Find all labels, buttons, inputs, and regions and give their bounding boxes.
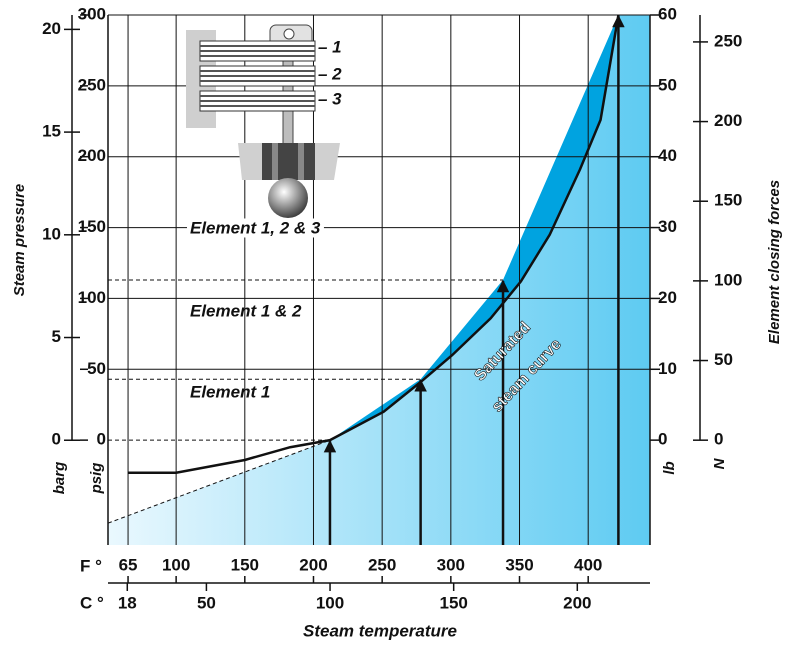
lb-tick-label: 50 (658, 75, 677, 94)
x2-tick-label: 18 (118, 593, 137, 612)
x-tick-label: 250 (368, 555, 396, 574)
x2-tick-label: 100 (316, 593, 344, 612)
y-tick-label: 100 (78, 288, 106, 307)
barg-tick-label: 15 (42, 122, 61, 141)
barg-tick-label: 5 (52, 327, 61, 346)
saturated-steam-curve (128, 14, 620, 474)
stack-3 (199, 90, 316, 112)
x2-tick-label: 150 (439, 593, 467, 612)
y-tick-label: 250 (78, 75, 106, 94)
lb-tick-label: 20 (658, 288, 677, 307)
lb-unit: lb (661, 461, 678, 474)
x-tick-label: 65 (119, 555, 138, 574)
y-tick-label: 150 (78, 217, 106, 236)
x-axis-label: Steam temperature (303, 621, 457, 640)
temperature-fill (108, 15, 650, 545)
element-extension (107, 439, 331, 524)
cap-hole (283, 28, 295, 40)
lb-tick-label: 10 (658, 359, 677, 378)
n-tick-label: 100 (714, 270, 742, 289)
x-tick-label: 300 (437, 555, 465, 574)
lb-tick-label: 30 (658, 217, 677, 236)
annotation: Element 1 & 2 (190, 301, 302, 320)
annotation: Element 1, 2 & 3 (190, 218, 321, 237)
x-tick-label: 100 (162, 555, 190, 574)
n-tick-label: 50 (714, 350, 733, 369)
element-number: – 1 (318, 37, 342, 56)
barg-tick-label: 20 (42, 19, 61, 38)
x-tick-label: 350 (505, 555, 533, 574)
y-tick-label: 200 (78, 146, 106, 165)
x-tick-label: 400 (574, 555, 602, 574)
lb-tick-label: 0 (658, 430, 667, 449)
n-unit: N (711, 457, 728, 469)
y-axis-label: Steam pressure (11, 184, 28, 297)
housing-stripe (298, 143, 304, 180)
housing-stripe (272, 143, 278, 180)
n-tick-label: 150 (714, 191, 742, 210)
lb-tick-label: 40 (658, 146, 677, 165)
annotation-bg (187, 218, 324, 238)
element-number: – 2 (318, 64, 342, 83)
ball (268, 178, 308, 218)
f-unit: F ° (80, 556, 102, 575)
psig-unit: psig (88, 463, 105, 495)
y2-axis-label: Element closing forces (766, 180, 783, 344)
stack-2 (199, 65, 316, 87)
x-tick-label: 150 (231, 555, 259, 574)
barg-tick-label: 0 (52, 430, 61, 449)
n-tick-label: 0 (714, 430, 723, 449)
element-illustration: – 1 – 2 – 3 (186, 24, 342, 218)
housing-core (262, 143, 315, 180)
annotation: Element 1 (190, 382, 270, 401)
n-tick-label: 200 (714, 111, 742, 130)
barg-tick-label: 10 (42, 224, 61, 243)
y-tick-label: 300 (78, 4, 106, 23)
barg-unit: barg (51, 462, 68, 495)
x2-tick-label: 50 (197, 593, 216, 612)
y-tick-label: 0 (97, 430, 106, 449)
c-unit: C ° (80, 593, 104, 612)
element-number: – 3 (318, 89, 342, 108)
stack-1 (199, 40, 316, 62)
lb-tick-label: 60 (658, 4, 677, 23)
n-tick-label: 250 (714, 31, 742, 50)
y-tick-label: 50 (87, 359, 106, 378)
x-tick-label: 200 (299, 555, 327, 574)
x2-tick-label: 200 (563, 593, 591, 612)
